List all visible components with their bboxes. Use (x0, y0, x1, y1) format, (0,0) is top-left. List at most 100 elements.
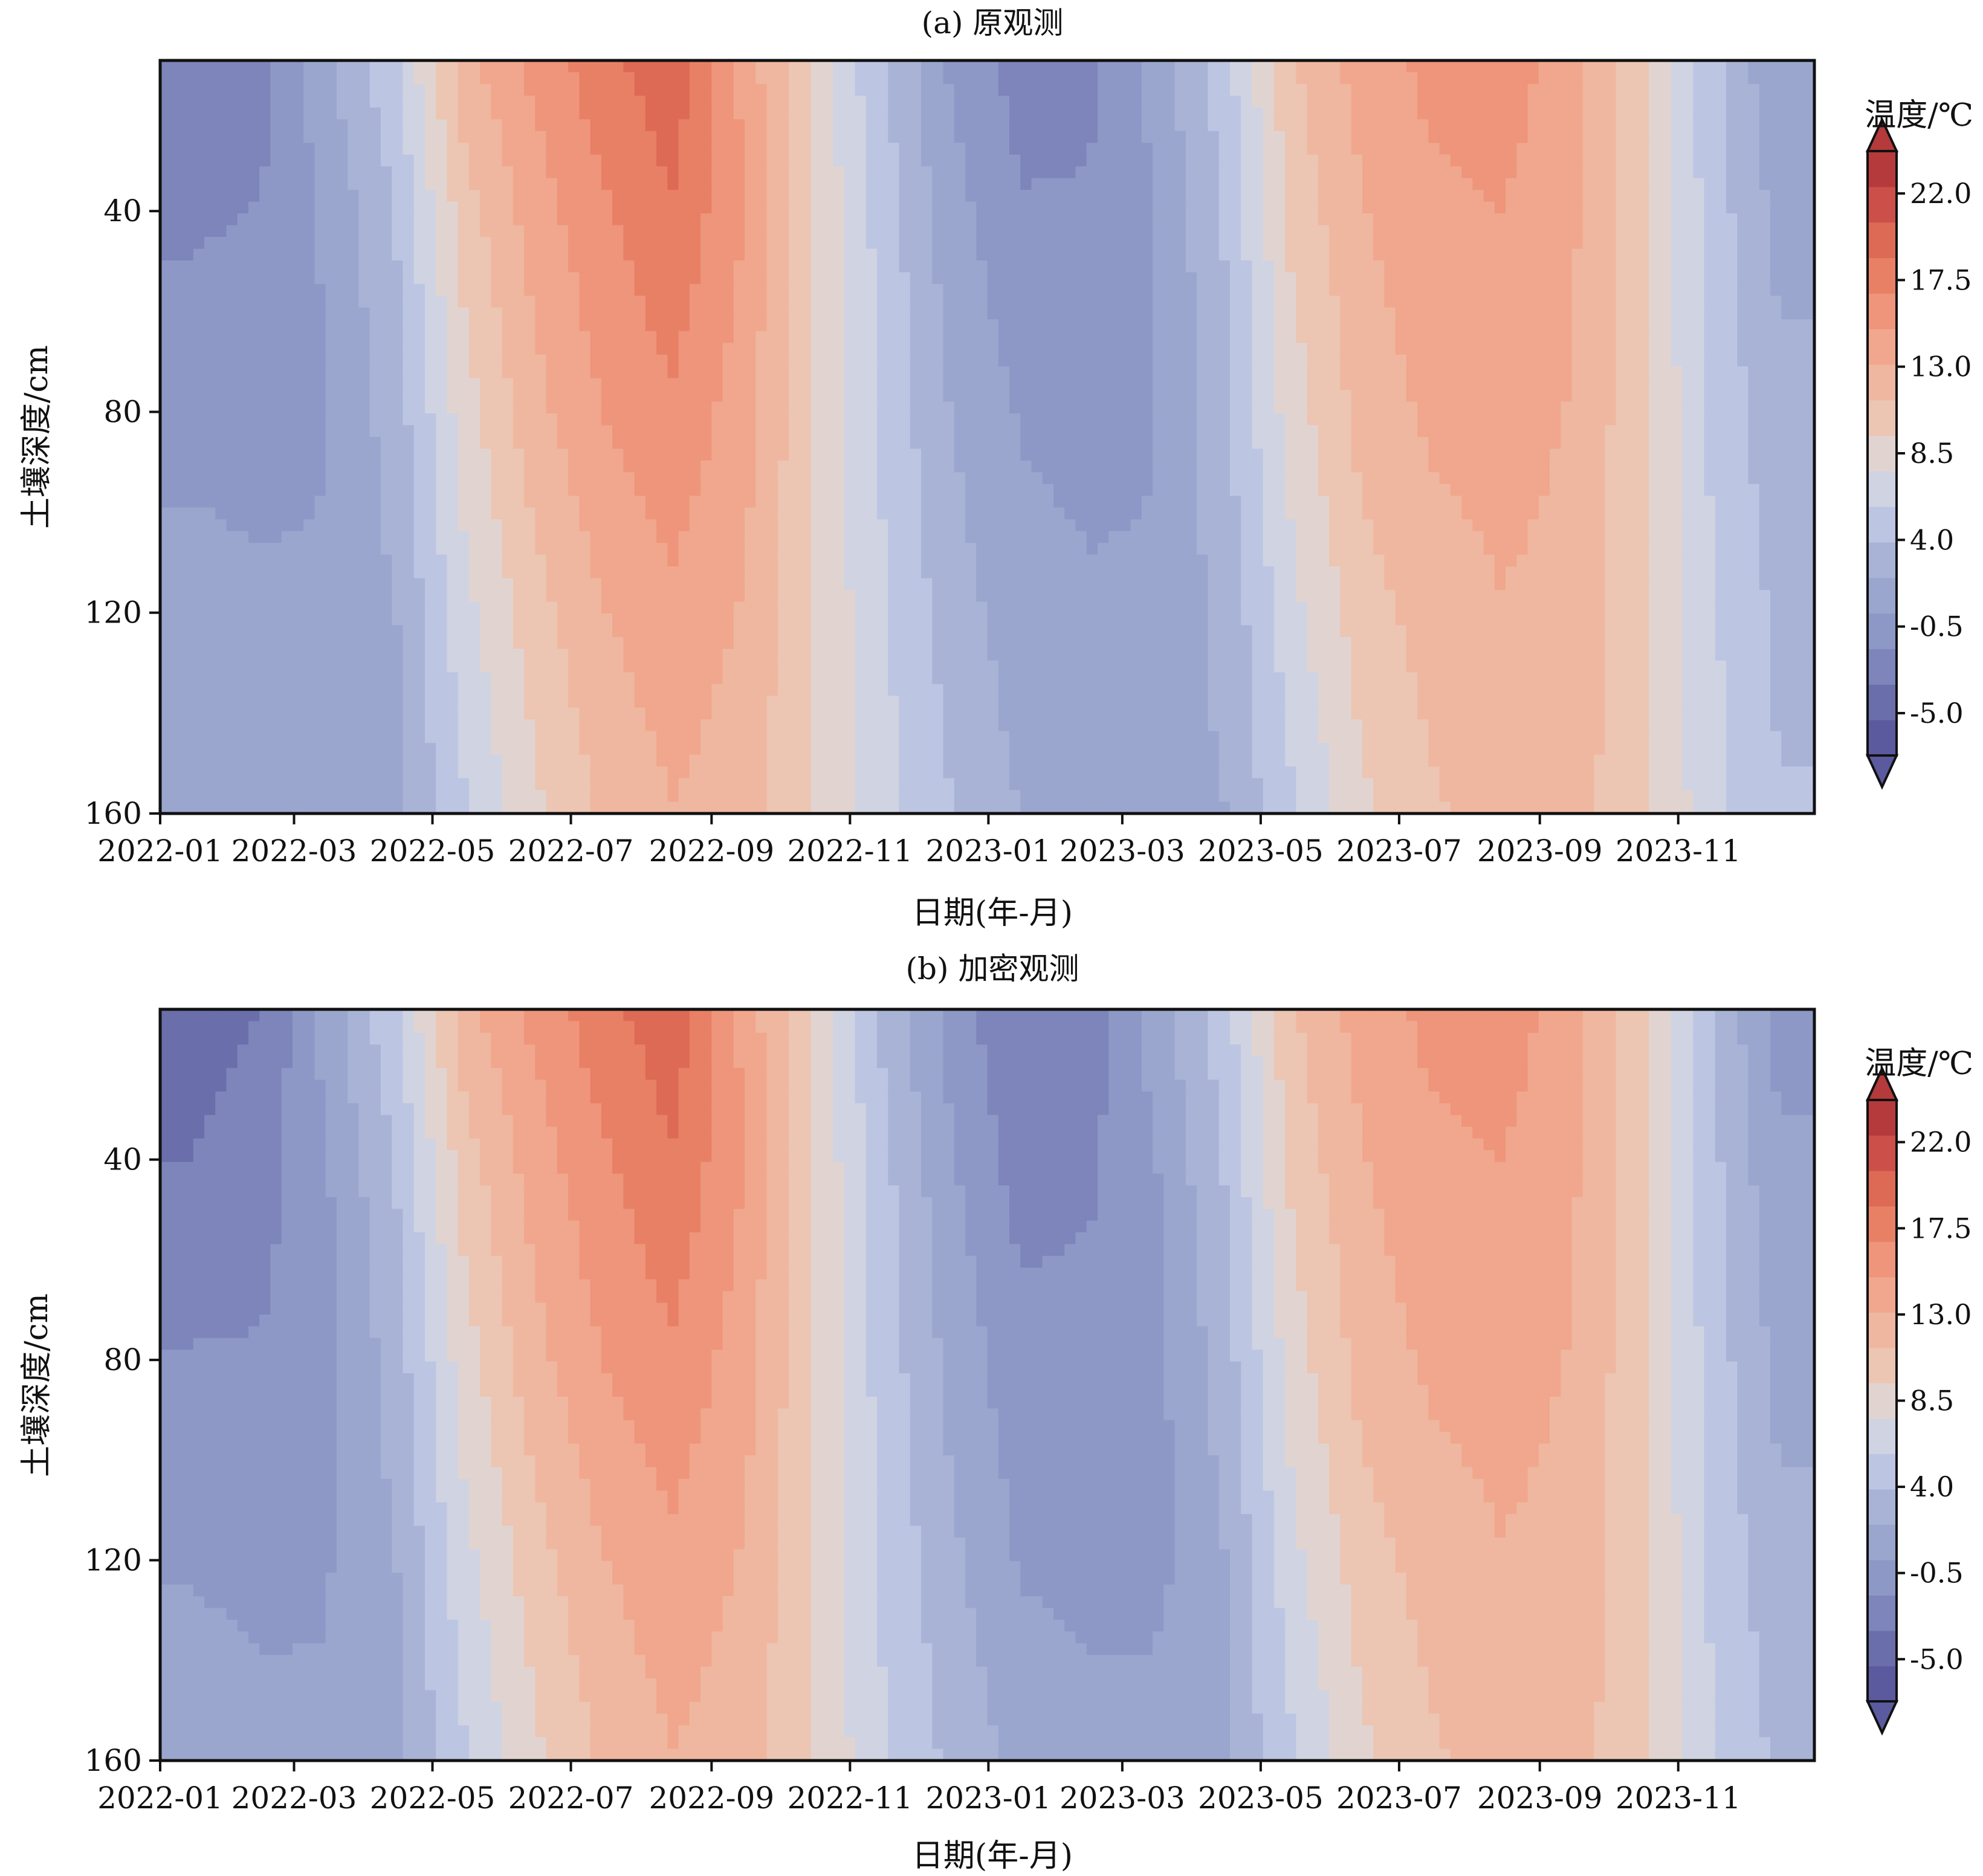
heatmap-cell (248, 213, 260, 226)
heatmap-cell (1737, 319, 1749, 332)
heatmap-cell (193, 283, 205, 296)
heatmap-cell (965, 190, 977, 202)
heatmap-cell (1682, 107, 1693, 120)
heatmap-cell (645, 143, 657, 155)
heatmap-cell (1064, 95, 1076, 108)
heatmap-cell (998, 178, 1010, 190)
heatmap-cell (468, 213, 480, 226)
heatmap-cell (1450, 237, 1462, 250)
heatmap-cell (1218, 319, 1231, 332)
heatmap-cell (965, 178, 977, 190)
heatmap-cell (1792, 366, 1804, 379)
heatmap-cell (270, 448, 282, 461)
heatmap-cell (1538, 425, 1550, 438)
heatmap-cell (976, 107, 988, 120)
heatmap-cell (579, 390, 591, 403)
heatmap-cell (1241, 307, 1253, 320)
heatmap-cell (380, 119, 392, 132)
heatmap-cell (766, 201, 778, 214)
heatmap-cell (1472, 307, 1484, 320)
heatmap-cell (700, 413, 712, 426)
heatmap-cell (722, 307, 734, 320)
heatmap-cell (700, 60, 712, 73)
heatmap-cell (1273, 378, 1286, 390)
heatmap-cell (932, 83, 944, 97)
heatmap-cell (1649, 272, 1661, 285)
heatmap-cell (1296, 401, 1308, 414)
heatmap-cell (369, 272, 381, 285)
heatmap-cell (1395, 60, 1407, 73)
heatmap-cell (336, 296, 348, 308)
heatmap-cell (1229, 60, 1241, 73)
heatmap-cell (1130, 248, 1142, 261)
heatmap-cell (1781, 131, 1793, 143)
heatmap-cell (833, 72, 844, 85)
heatmap-cell (1329, 248, 1341, 261)
heatmap-cell (1781, 425, 1793, 438)
heatmap-cell (656, 296, 668, 308)
heatmap-cell (513, 437, 525, 450)
heatmap-cell (1671, 307, 1683, 320)
heatmap-cell (1053, 131, 1065, 143)
heatmap-cell (1759, 248, 1771, 261)
heatmap-cell (943, 95, 955, 108)
heatmap-cell (557, 413, 569, 426)
heatmap-cell (1660, 178, 1672, 190)
heatmap-cell (546, 401, 558, 414)
heatmap-cell (1571, 213, 1583, 226)
heatmap-cell (1616, 213, 1628, 226)
heatmap-cell (480, 296, 491, 308)
heatmap-cell (447, 425, 459, 438)
heatmap-cell (458, 213, 470, 226)
heatmap-cell (1086, 378, 1098, 390)
heatmap-cell (1273, 366, 1286, 379)
heatmap-cell (557, 131, 569, 143)
heatmap-cell (1781, 378, 1793, 390)
heatmap-cell (1263, 272, 1275, 285)
heatmap-cell (1693, 283, 1705, 296)
heatmap-cell (1450, 166, 1462, 179)
heatmap-cell (1075, 213, 1087, 226)
heatmap-cell (1803, 190, 1815, 202)
heatmap-cell (1439, 143, 1451, 155)
heatmap-cell (833, 260, 844, 273)
heatmap-cell (546, 437, 558, 450)
heatmap-cell (1197, 413, 1209, 426)
heatmap-cell (1153, 190, 1165, 202)
heatmap-cell (1759, 437, 1771, 450)
heatmap-cell (491, 319, 503, 332)
heatmap-cell (1229, 95, 1241, 108)
heatmap-cell (1020, 260, 1032, 273)
heatmap-cell (1450, 331, 1462, 343)
heatmap-cell (733, 119, 745, 132)
heatmap-cell (645, 95, 657, 108)
heatmap-cell (590, 143, 602, 155)
heatmap-cell (413, 437, 425, 450)
heatmap-cell (1605, 260, 1617, 273)
heatmap-cell (590, 107, 602, 120)
heatmap-cell (226, 283, 238, 296)
heatmap-cell (700, 95, 712, 108)
heatmap-cell (380, 307, 392, 320)
heatmap-cell (513, 319, 525, 332)
heatmap-cell (348, 131, 360, 143)
heatmap-cell (579, 401, 591, 414)
heatmap-cell (248, 413, 260, 426)
heatmap-cell (480, 60, 491, 73)
heatmap-cell (865, 83, 878, 97)
heatmap-cell (987, 331, 999, 343)
heatmap-cell (1428, 307, 1440, 320)
heatmap-cell (1626, 95, 1638, 108)
heatmap-cell (1318, 390, 1330, 403)
heatmap-cell (226, 413, 238, 426)
heatmap-cell (303, 154, 315, 167)
heatmap-cell (1141, 366, 1153, 379)
heatmap-cell (1538, 354, 1550, 367)
heatmap-cell (557, 296, 569, 308)
heatmap-cell (447, 296, 459, 308)
heatmap-cell (833, 248, 844, 261)
heatmap-cell (557, 307, 569, 320)
heatmap-cell (921, 131, 933, 143)
heatmap-cell (1384, 190, 1396, 202)
heatmap-cell (1141, 307, 1153, 320)
